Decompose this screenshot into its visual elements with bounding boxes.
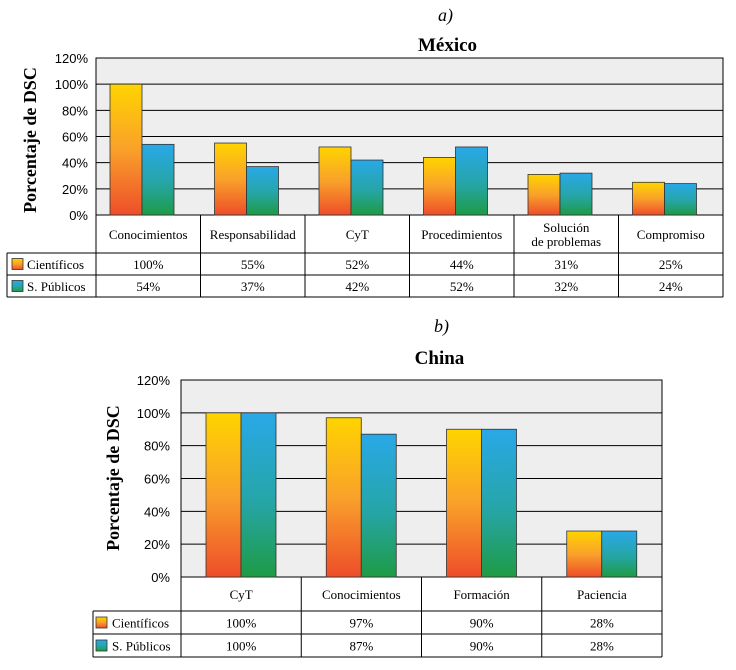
data-label: 97% <box>349 616 373 631</box>
category-label: Responsabilidad <box>210 227 296 242</box>
bar-publicos <box>141 143 175 216</box>
legend-label: Científicos <box>27 257 84 272</box>
data-label: 25% <box>659 257 683 272</box>
category-label: Formación <box>453 587 510 602</box>
bar-cientificos <box>325 417 362 578</box>
y-axis-label: Porcentaje de DSC <box>20 67 40 213</box>
chart-title: China <box>415 348 465 369</box>
bar-publicos <box>360 433 397 578</box>
bar-publicos <box>455 146 488 216</box>
y-tick-label: 120% <box>137 373 171 388</box>
data-label: 44% <box>450 257 474 272</box>
bar-publicos <box>240 412 277 578</box>
bar-publicos <box>664 183 697 216</box>
legend-swatch-cientificos <box>11 258 24 270</box>
data-label: 100% <box>226 616 257 631</box>
bar-cientificos <box>214 142 247 216</box>
bar-cientificos <box>205 412 242 578</box>
y-tick-label: 80% <box>62 103 88 118</box>
category-label: Compromiso <box>637 227 705 242</box>
y-tick-label: 0% <box>69 208 88 223</box>
data-label: 32% <box>554 279 578 294</box>
y-tick-label: 0% <box>151 570 170 585</box>
y-tick-label: 20% <box>144 537 170 552</box>
y-tick-label: 100% <box>55 77 89 92</box>
chart-mexico: a) México Porcentaje de DSC 0% 20% 40% 60% 80% 1… <box>6 5 724 298</box>
data-label: 37% <box>241 279 265 294</box>
y-axis-label: Porcentaje de DSC <box>103 405 123 551</box>
bar-publicos <box>246 166 279 216</box>
legend-swatch-publicos <box>95 639 108 652</box>
chart-china: b) China Porcentaje de DSC 0% 20% 40% 60% 80% 10… <box>92 316 663 658</box>
bar-publicos <box>350 159 384 216</box>
chart-title: México <box>418 35 477 56</box>
legend-swatch-publicos <box>11 280 24 292</box>
data-label: 28% <box>590 639 614 654</box>
legend-swatch-cientificos <box>95 616 108 629</box>
category-label: Conocimientos <box>322 587 401 602</box>
y-tick-label: 120% <box>55 51 89 66</box>
y-tick-label: 20% <box>62 182 88 197</box>
bar-publicos <box>481 428 517 578</box>
y-tick-label: 60% <box>62 130 88 145</box>
data-label: 52% <box>345 257 369 272</box>
panel-label: b) <box>434 316 449 337</box>
data-label: 52% <box>450 279 474 294</box>
data-label: 100% <box>226 639 257 654</box>
bar-publicos <box>601 530 638 578</box>
bar-cientificos <box>527 174 561 216</box>
legend-label: Científicos <box>112 616 169 631</box>
bar-cientificos <box>109 83 143 216</box>
bar-cientificos <box>446 428 482 578</box>
y-tick-label: 40% <box>62 156 88 171</box>
bar-publicos <box>559 172 593 216</box>
y-tick-label: 60% <box>144 472 170 487</box>
data-label: 24% <box>659 279 683 294</box>
bar-cientificos <box>423 157 456 216</box>
y-tick-label: 80% <box>144 439 170 454</box>
y-tick-label: 40% <box>144 504 170 519</box>
data-label: 90% <box>470 639 494 654</box>
data-label: 42% <box>345 279 369 294</box>
data-label: 100% <box>133 257 164 272</box>
category-label: CyT <box>230 587 253 602</box>
legend-label: S. Públicos <box>27 279 86 294</box>
legend-label: S. Públicos <box>112 639 171 654</box>
data-label: 90% <box>470 616 494 631</box>
y-tick-label: 100% <box>137 406 171 421</box>
data-label: 28% <box>590 616 614 631</box>
category-label: CyT <box>346 227 369 242</box>
category-label: Solución <box>543 220 590 235</box>
category-label: Paciencia <box>577 587 627 602</box>
category-label: de problemas <box>531 234 601 249</box>
data-label: 54% <box>136 279 160 294</box>
bar-cientificos <box>566 530 603 578</box>
bar-cientificos <box>318 146 352 216</box>
panel-label: a) <box>438 5 453 26</box>
data-label: 55% <box>241 257 265 272</box>
category-label: Conocimientos <box>109 227 188 242</box>
bar-cientificos <box>632 181 665 216</box>
data-label: 87% <box>349 639 373 654</box>
data-label: 31% <box>554 257 578 272</box>
category-label: Procedimientos <box>421 227 502 242</box>
